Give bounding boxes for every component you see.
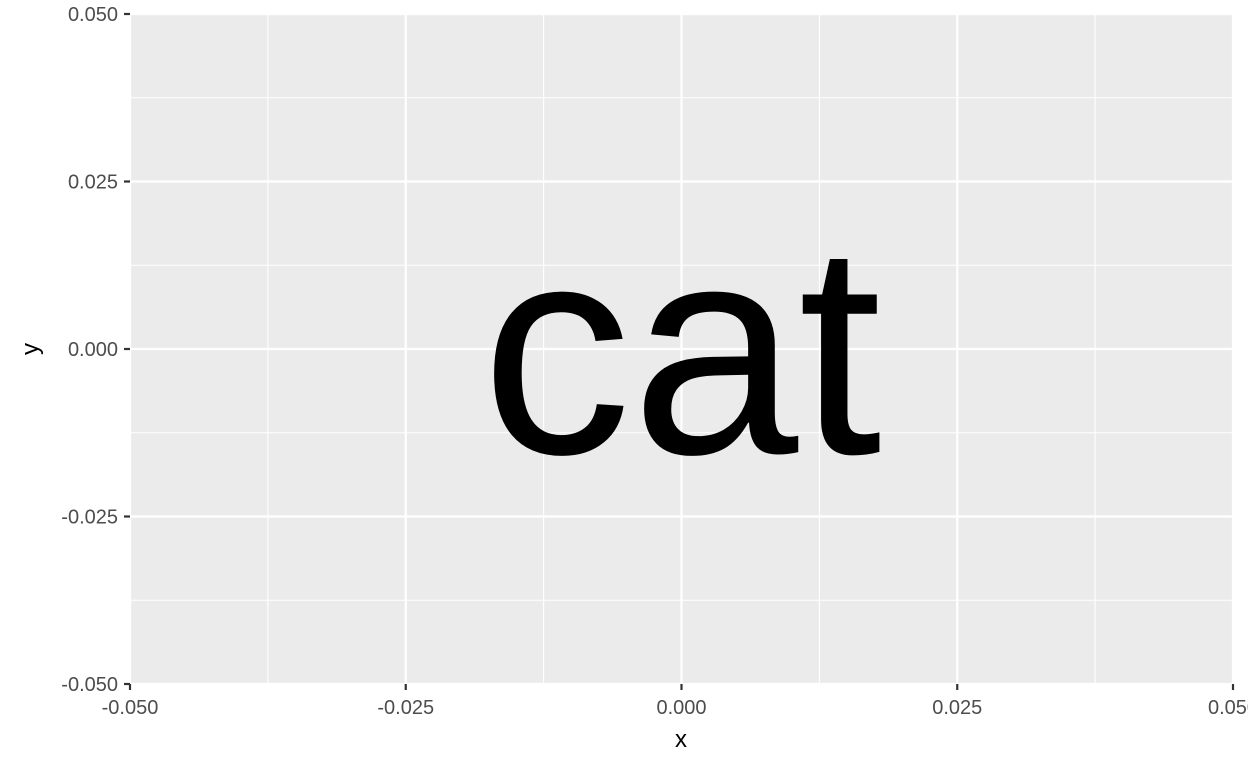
x-tick-label: 0.050: [1208, 697, 1248, 719]
y-axis-title: y: [17, 343, 44, 355]
point-label: cat: [481, 181, 882, 517]
x-axis: -0.050 -0.025 0.000 0.025 0.050: [102, 684, 1248, 719]
y-tick-label: -0.050: [61, 674, 118, 696]
x-tick-label: 0.025: [932, 697, 982, 719]
points-layer: cat: [481, 181, 882, 517]
x-tick-label: 0.000: [656, 697, 706, 719]
y-tick-label: 0.050: [68, 4, 118, 26]
x-tick-label: -0.025: [377, 697, 434, 719]
y-tick-label: 0.025: [68, 172, 118, 194]
y-tick-label: 0.000: [68, 339, 118, 361]
y-tick-label: -0.025: [61, 507, 118, 529]
x-tick-label: -0.050: [102, 697, 159, 719]
x-axis-title: x: [675, 726, 687, 753]
y-axis: -0.050 -0.025 0.000 0.025 0.050: [61, 4, 130, 696]
